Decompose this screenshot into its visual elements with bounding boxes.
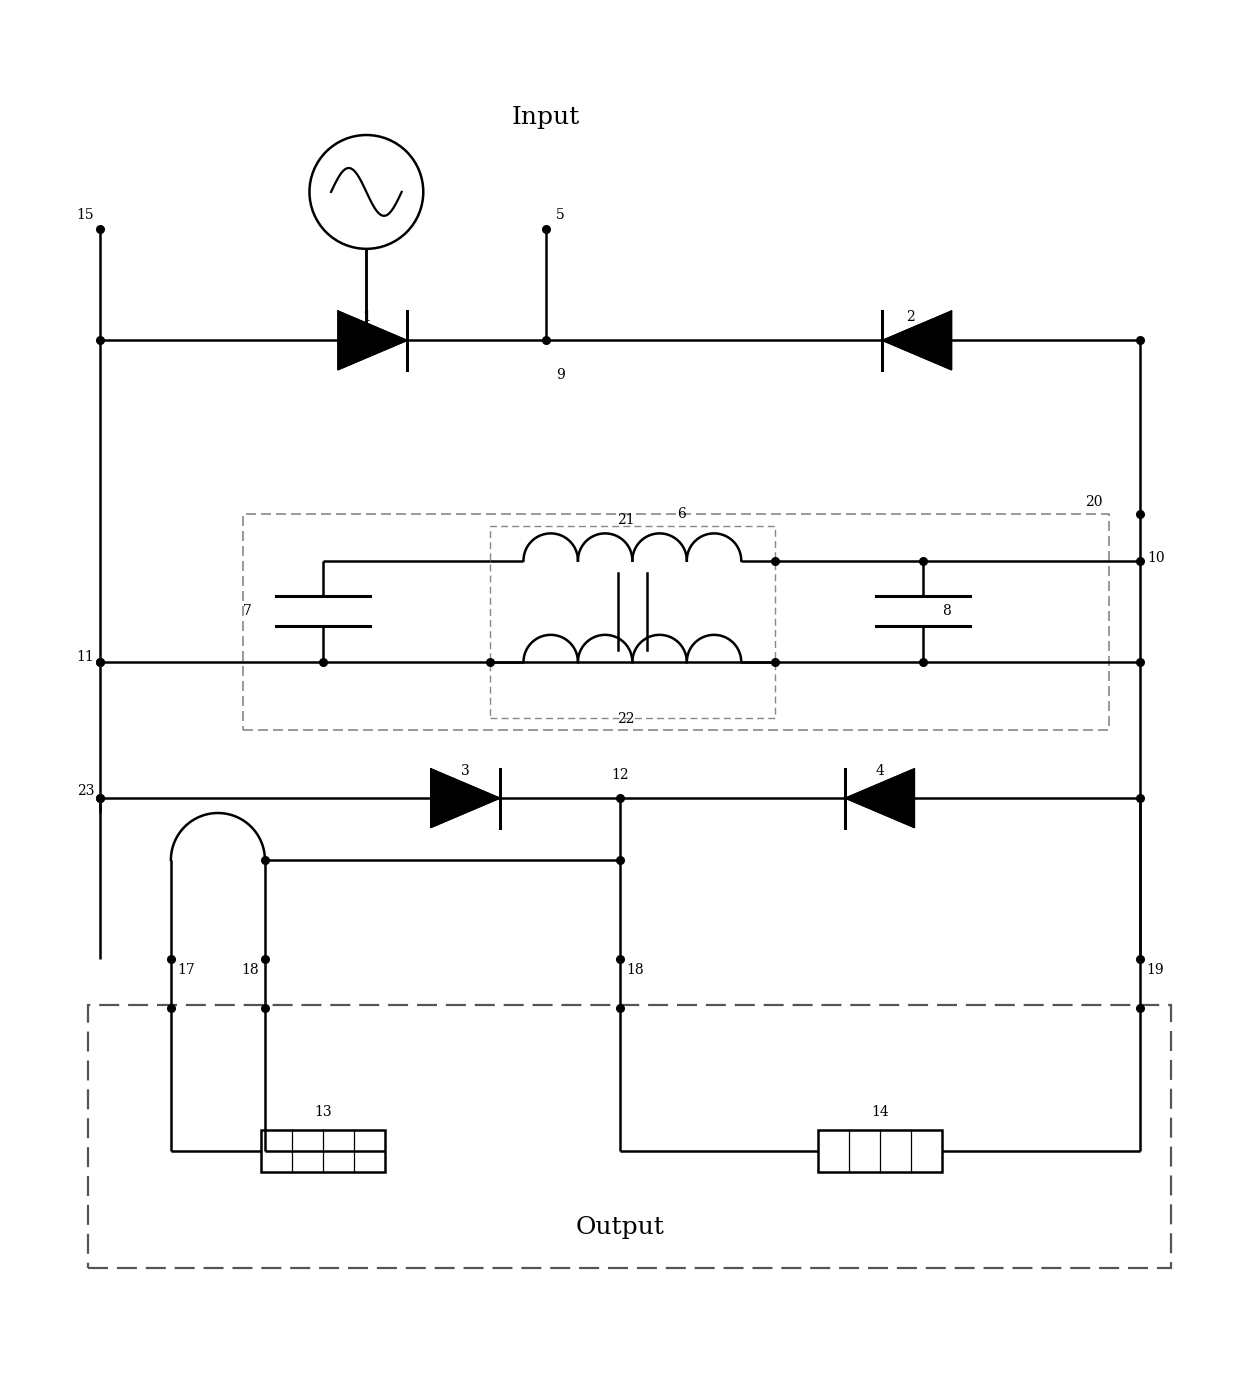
Text: 3: 3 (461, 764, 470, 779)
Text: 12: 12 (611, 768, 629, 782)
Text: 5: 5 (556, 208, 564, 222)
Text: 8: 8 (941, 604, 950, 618)
Bar (262, 1130, 384, 1171)
Text: 15: 15 (77, 208, 94, 222)
Text: 22: 22 (618, 711, 635, 725)
Text: 19: 19 (1146, 963, 1163, 977)
Text: 7: 7 (243, 604, 252, 618)
Bar (490, 525, 775, 718)
Text: 20: 20 (1085, 495, 1102, 509)
Text: 2: 2 (906, 310, 915, 324)
Text: 10: 10 (1147, 552, 1164, 565)
Polygon shape (430, 769, 500, 827)
Text: 14: 14 (870, 1105, 889, 1119)
Text: 11: 11 (77, 650, 94, 664)
Text: 23: 23 (77, 783, 94, 798)
Text: Input: Input (512, 107, 580, 129)
Text: 13: 13 (314, 1105, 332, 1119)
Text: 17: 17 (177, 963, 195, 977)
Text: 1: 1 (362, 310, 371, 324)
Polygon shape (339, 310, 407, 370)
Bar (88, 1005, 1171, 1268)
Bar (818, 1130, 941, 1171)
Polygon shape (883, 310, 951, 370)
Text: 18: 18 (241, 963, 259, 977)
Text: 6: 6 (677, 507, 686, 521)
Text: 9: 9 (556, 367, 564, 381)
Bar (243, 514, 1109, 730)
Text: 21: 21 (618, 513, 635, 527)
Text: 18: 18 (626, 963, 644, 977)
Text: 4: 4 (875, 764, 884, 779)
Polygon shape (846, 769, 914, 827)
Text: Output: Output (575, 1216, 665, 1239)
